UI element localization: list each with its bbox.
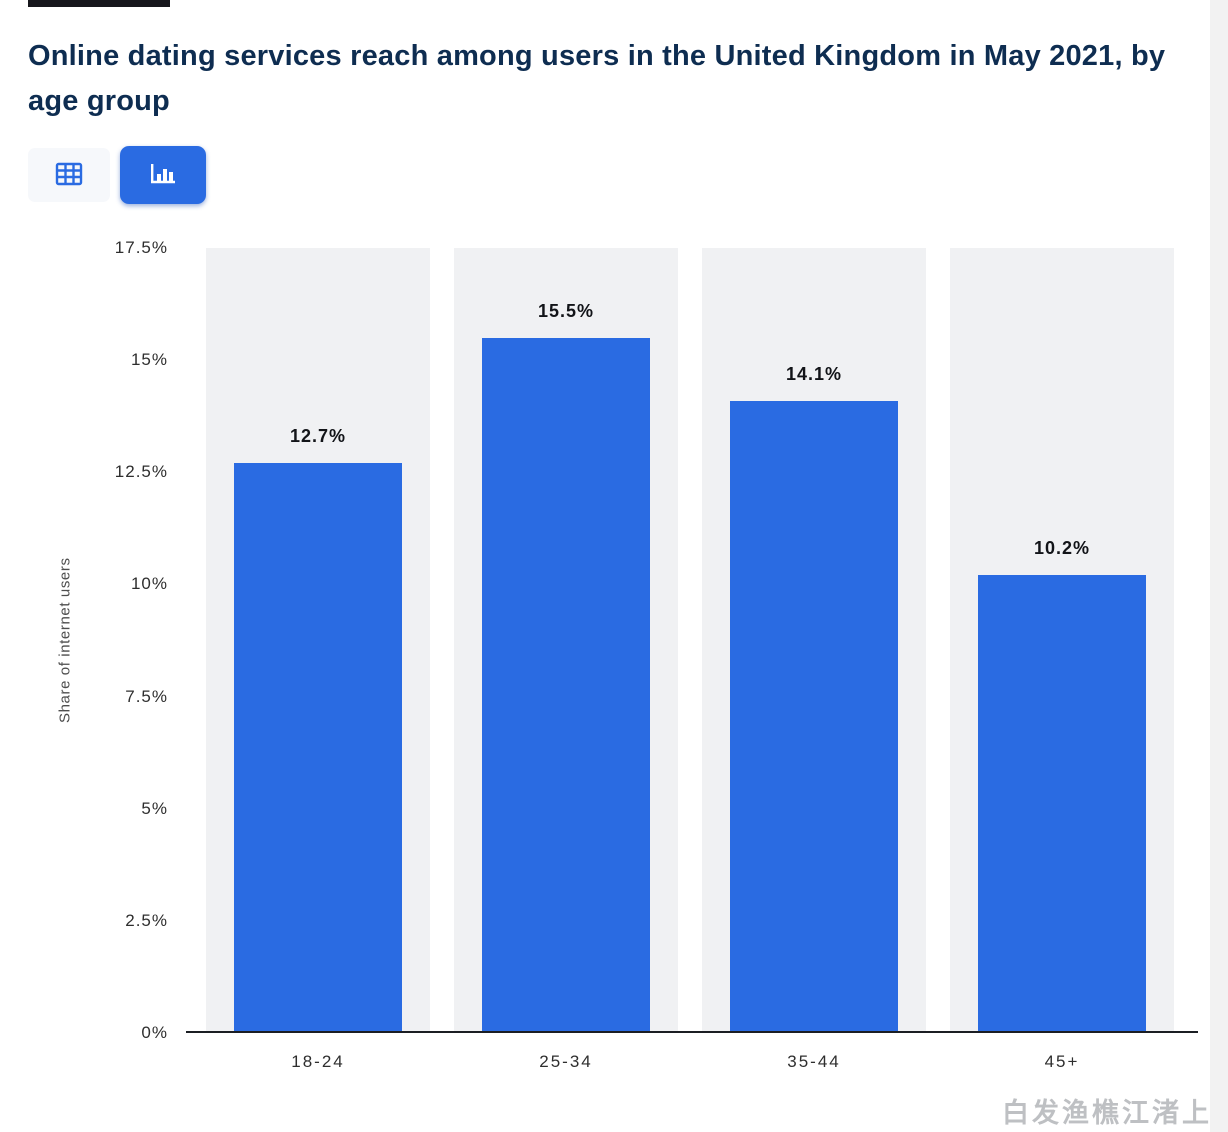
- page-background-edge: [1210, 0, 1228, 1132]
- bar[interactable]: [482, 337, 650, 1033]
- value-label: 10.2%: [1033, 538, 1091, 559]
- chart-column: 12.7%: [194, 248, 442, 1033]
- chart-view-button[interactable]: [120, 146, 206, 204]
- y-tick-label: 5%: [141, 798, 168, 818]
- chart-column: 14.1%: [690, 248, 938, 1033]
- y-tick-label: 15%: [130, 350, 168, 370]
- bar[interactable]: [234, 463, 402, 1033]
- page-title: Online dating services reach among users…: [28, 40, 1166, 117]
- table-grid-icon: [55, 162, 83, 189]
- plot-area: 12.7% 15.5% 14.1% 10.2%: [194, 248, 1186, 1033]
- bar[interactable]: [978, 575, 1146, 1033]
- watermark: 白发渔樵江渚上: [1002, 1098, 1212, 1128]
- y-tick-label: 7.5%: [125, 686, 168, 706]
- y-tick-label: 2.5%: [125, 910, 168, 930]
- chart-column: 10.2%: [938, 248, 1186, 1033]
- table-view-button[interactable]: [28, 148, 110, 202]
- y-axis-ticks: 0% 2.5% 5% 7.5% 10% 12.5% 15% 17.5%: [60, 238, 168, 1042]
- bar-chart-icon: [149, 162, 177, 189]
- value-label: 14.1%: [785, 363, 843, 384]
- bar[interactable]: [730, 400, 898, 1033]
- view-toggle-toolbar: [28, 146, 206, 204]
- y-tick-label: 12.5%: [114, 462, 168, 482]
- x-category-label: 35-44: [787, 1052, 841, 1071]
- value-label: 15.5%: [537, 300, 595, 321]
- value-label: 12.7%: [289, 426, 347, 447]
- window-fragment: [28, 0, 170, 7]
- y-tick-label: 17.5%: [114, 238, 168, 257]
- y-tick-label: 0%: [141, 1023, 168, 1042]
- x-axis-line: [186, 1031, 1198, 1033]
- x-category-label: 45+: [1044, 1052, 1080, 1071]
- y-tick-label: 10%: [130, 574, 168, 594]
- x-category-label: 18-24: [291, 1052, 345, 1071]
- x-category-label: 25-34: [539, 1052, 593, 1071]
- x-axis-labels: 18-24 25-34 35-44 45+: [194, 1052, 1186, 1072]
- chart-column: 15.5%: [442, 248, 690, 1033]
